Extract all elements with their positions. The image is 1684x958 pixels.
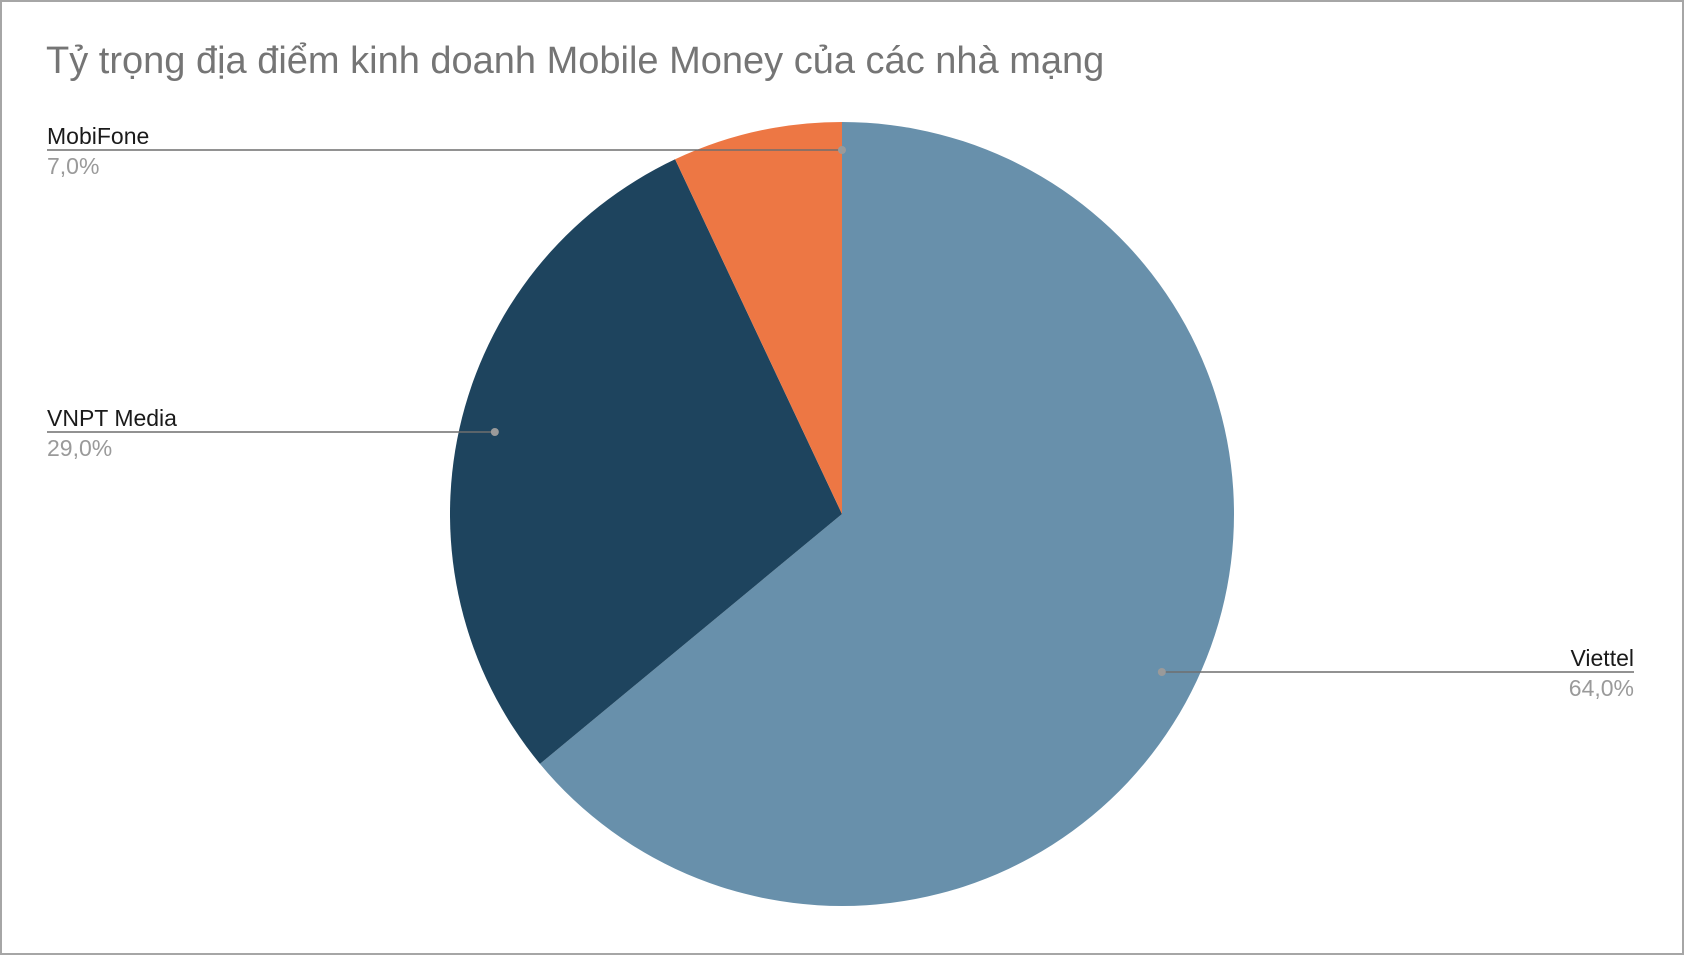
slice-name-label: VNPT Media: [47, 405, 177, 431]
pie-slice-viettel: [539, 122, 1234, 907]
leader-dot: [490, 428, 499, 436]
slice-name-label: Viettel: [1570, 645, 1634, 671]
slice-label-viettel: Viettel 64,0%: [1157, 645, 1634, 701]
pie-slices: [449, 122, 1234, 907]
slice-value-label: 64,0%: [1569, 675, 1634, 701]
slice-value-label: 7,0%: [47, 153, 99, 179]
chart-title: Tỷ trọng địa điểm kinh doanh Mobile Mone…: [46, 40, 1105, 82]
slice-label-mobifone: MobiFone 7,0%: [47, 123, 846, 179]
slice-labels: Viettel 64,0% VNPT Media 29,0% MobiFone 7,0%: [47, 123, 1634, 701]
leader-dot: [838, 146, 846, 154]
slice-name-label: MobiFone: [47, 123, 149, 149]
slice-label-vnpt-media: VNPT Media 29,0%: [47, 405, 499, 461]
pie-slice-mobifone: [675, 122, 842, 514]
slice-value-label: 29,0%: [47, 435, 112, 461]
leader-dot: [1157, 668, 1166, 676]
pie-slice-vnpt-media: [449, 159, 842, 764]
